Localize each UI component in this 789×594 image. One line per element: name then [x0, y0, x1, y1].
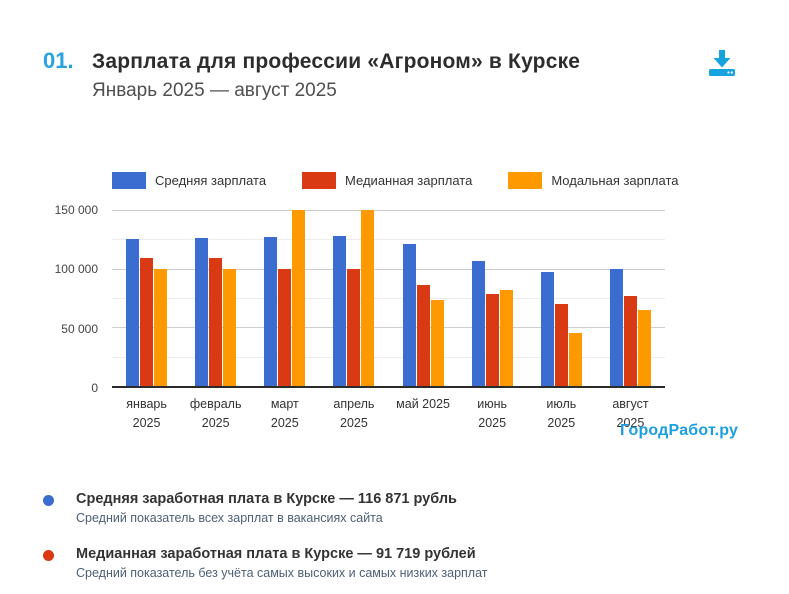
bar	[126, 239, 140, 386]
download-button[interactable]	[704, 49, 740, 81]
y-axis-label-100000: 100 000	[54, 262, 98, 276]
stat-item-median: Медианная заработная плата в Курске — 91…	[43, 546, 488, 580]
bar	[637, 309, 651, 386]
stat-text: Медианная заработная плата в Курске — 91…	[76, 546, 488, 580]
legend-label-average: Средняя зарплата	[155, 173, 267, 188]
x-axis: январь 2025 февраль 2025 март 2025 апрель 2025 м…	[112, 395, 665, 434]
x-axis-label-1: январь 2025	[126, 397, 167, 431]
bar	[209, 257, 223, 386]
bar	[430, 299, 444, 386]
median-dot-icon	[43, 550, 54, 561]
bar	[416, 285, 430, 386]
bar-group-2	[181, 210, 250, 386]
bar	[361, 210, 375, 386]
legend-swatch-median-icon	[302, 172, 337, 189]
bar	[471, 261, 485, 386]
y-axis-label-50000: 50 000	[61, 322, 98, 336]
bar-group-3	[250, 210, 319, 386]
x-axis-label-7: июль 2025	[546, 397, 577, 431]
average-dot-icon	[43, 495, 54, 506]
legend-swatch-average-icon	[112, 172, 146, 189]
header-number: 01.	[43, 48, 74, 73]
bar	[402, 244, 416, 386]
gridline-150000	[112, 210, 665, 211]
legend-label-mode: Модальная зарплата	[551, 173, 679, 188]
bar	[485, 293, 499, 386]
gridline-25000	[112, 356, 665, 358]
stat-text: Средняя заработная плата в Курске — 116 …	[76, 491, 457, 525]
stat-subtext-average: Средний показатель всех зарплат в ваканс…	[76, 511, 383, 525]
y-axis-label-0: 0	[91, 381, 98, 395]
gridline-100000	[112, 268, 665, 270]
legend-item-median: Медианная зарплата	[302, 172, 472, 189]
stats-list: Средняя заработная плата в Курске — 116 …	[43, 491, 488, 594]
chart-legend: Средняя зарплата Медианная зарплата Мода…	[112, 172, 715, 189]
x-axis-label-2: февраль 2025	[189, 397, 242, 431]
page-title: Зарплата для профессии «Агроном» в Курск…	[92, 50, 581, 73]
bar	[195, 237, 209, 386]
stat-subtext-median: Средний показатель без учёта самых высок…	[76, 566, 488, 580]
legend-label-median: Медианная зарплата	[345, 173, 473, 188]
bar	[623, 296, 637, 386]
bar	[264, 237, 278, 386]
bar-group-6	[458, 210, 527, 386]
bar-group-1	[112, 210, 181, 386]
bar	[609, 268, 623, 386]
x-axis-label-3: март 2025	[270, 397, 299, 431]
bar	[540, 271, 554, 386]
bar-group-8	[596, 210, 665, 386]
header-titles: Зарплата для профессии «Агроном» в Курск…	[92, 46, 580, 103]
bar	[568, 332, 582, 386]
gridline-75000	[112, 298, 665, 299]
bar	[554, 303, 568, 386]
stat-heading-average: Средняя заработная плата в Курске — 116 …	[76, 491, 457, 507]
x-axis-label-4: апрель 2025	[333, 397, 375, 431]
gridline-50000	[112, 327, 665, 329]
page-subtitle: Январь 2025 — август 2025	[92, 79, 337, 101]
legend-item-average: Средняя зарплата	[112, 172, 266, 189]
bar	[292, 210, 306, 386]
bar-group-4	[319, 210, 388, 386]
bar-group-7	[527, 210, 596, 386]
bar	[154, 268, 168, 386]
y-axis-label-150000: 150 000	[54, 203, 98, 217]
plot-area	[112, 210, 665, 388]
stat-heading-median: Медианная заработная плата в Курске — 91…	[76, 546, 476, 562]
bar	[347, 268, 361, 386]
bar	[499, 290, 513, 386]
bar	[278, 268, 292, 386]
legend-swatch-mode-icon	[508, 172, 543, 189]
x-axis-label-5: май 2025	[396, 397, 450, 411]
x-axis-label-8: август 2025	[612, 397, 649, 431]
header: 01. Зарплата для профессии «Агроном» в К…	[43, 46, 580, 103]
x-axis-label-6: июнь 2025	[477, 397, 508, 431]
legend-item-mode: Модальная зарплата	[508, 172, 679, 189]
download-icon	[706, 50, 738, 81]
bar	[223, 268, 237, 386]
stat-item-average: Средняя заработная плата в Курске — 116 …	[43, 491, 488, 525]
bar-group-5	[389, 210, 458, 386]
bar	[140, 257, 154, 386]
watermark: ГородРабот.ру	[620, 422, 739, 439]
gridline-125000	[112, 239, 665, 241]
bar	[333, 236, 347, 386]
